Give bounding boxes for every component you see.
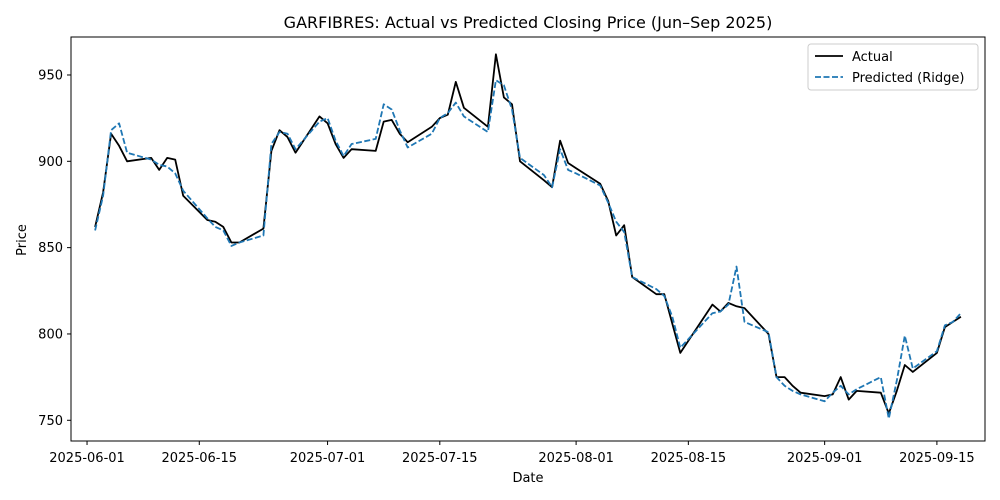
y-tick-label: 750	[38, 414, 63, 429]
x-tick-label: 2025-07-01	[290, 451, 366, 466]
x-tick-label: 2025-09-01	[787, 451, 863, 466]
y-tick-label: 900	[38, 155, 63, 170]
series-line-actual	[94, 53, 962, 415]
series-layer	[94, 53, 962, 420]
x-tick-label: 2025-08-15	[651, 451, 727, 466]
y-tick-label: 950	[38, 68, 63, 83]
x-axis-label: Date	[512, 471, 543, 486]
legend-box	[807, 43, 979, 91]
x-tick-label: 2025-06-01	[49, 451, 125, 466]
plot-frame	[70, 36, 986, 442]
x-axis: 2025-06-01 2025-06-15 2025-07-01 2025-07-15…	[49, 441, 975, 466]
y-axis: 750 800 850 900 950	[38, 68, 71, 429]
chart-title: GARFIBRES: Actual vs Predicted Closing P…	[284, 13, 773, 32]
y-tick-label: 850	[38, 241, 63, 256]
y-axis-label: Price	[15, 224, 30, 256]
x-tick-label: 2025-08-01	[538, 451, 614, 466]
x-tick-label: 2025-06-15	[161, 451, 237, 466]
legend-predicted-label: Predicted (Ridge)	[852, 71, 964, 86]
legend-actual-label: Actual	[852, 50, 893, 65]
x-tick-label: 2025-09-15	[899, 451, 975, 466]
x-tick-label: 2025-07-15	[402, 451, 478, 466]
legend: Actual Predicted (Ridge)	[807, 43, 979, 91]
y-tick-label: 800	[38, 327, 63, 342]
